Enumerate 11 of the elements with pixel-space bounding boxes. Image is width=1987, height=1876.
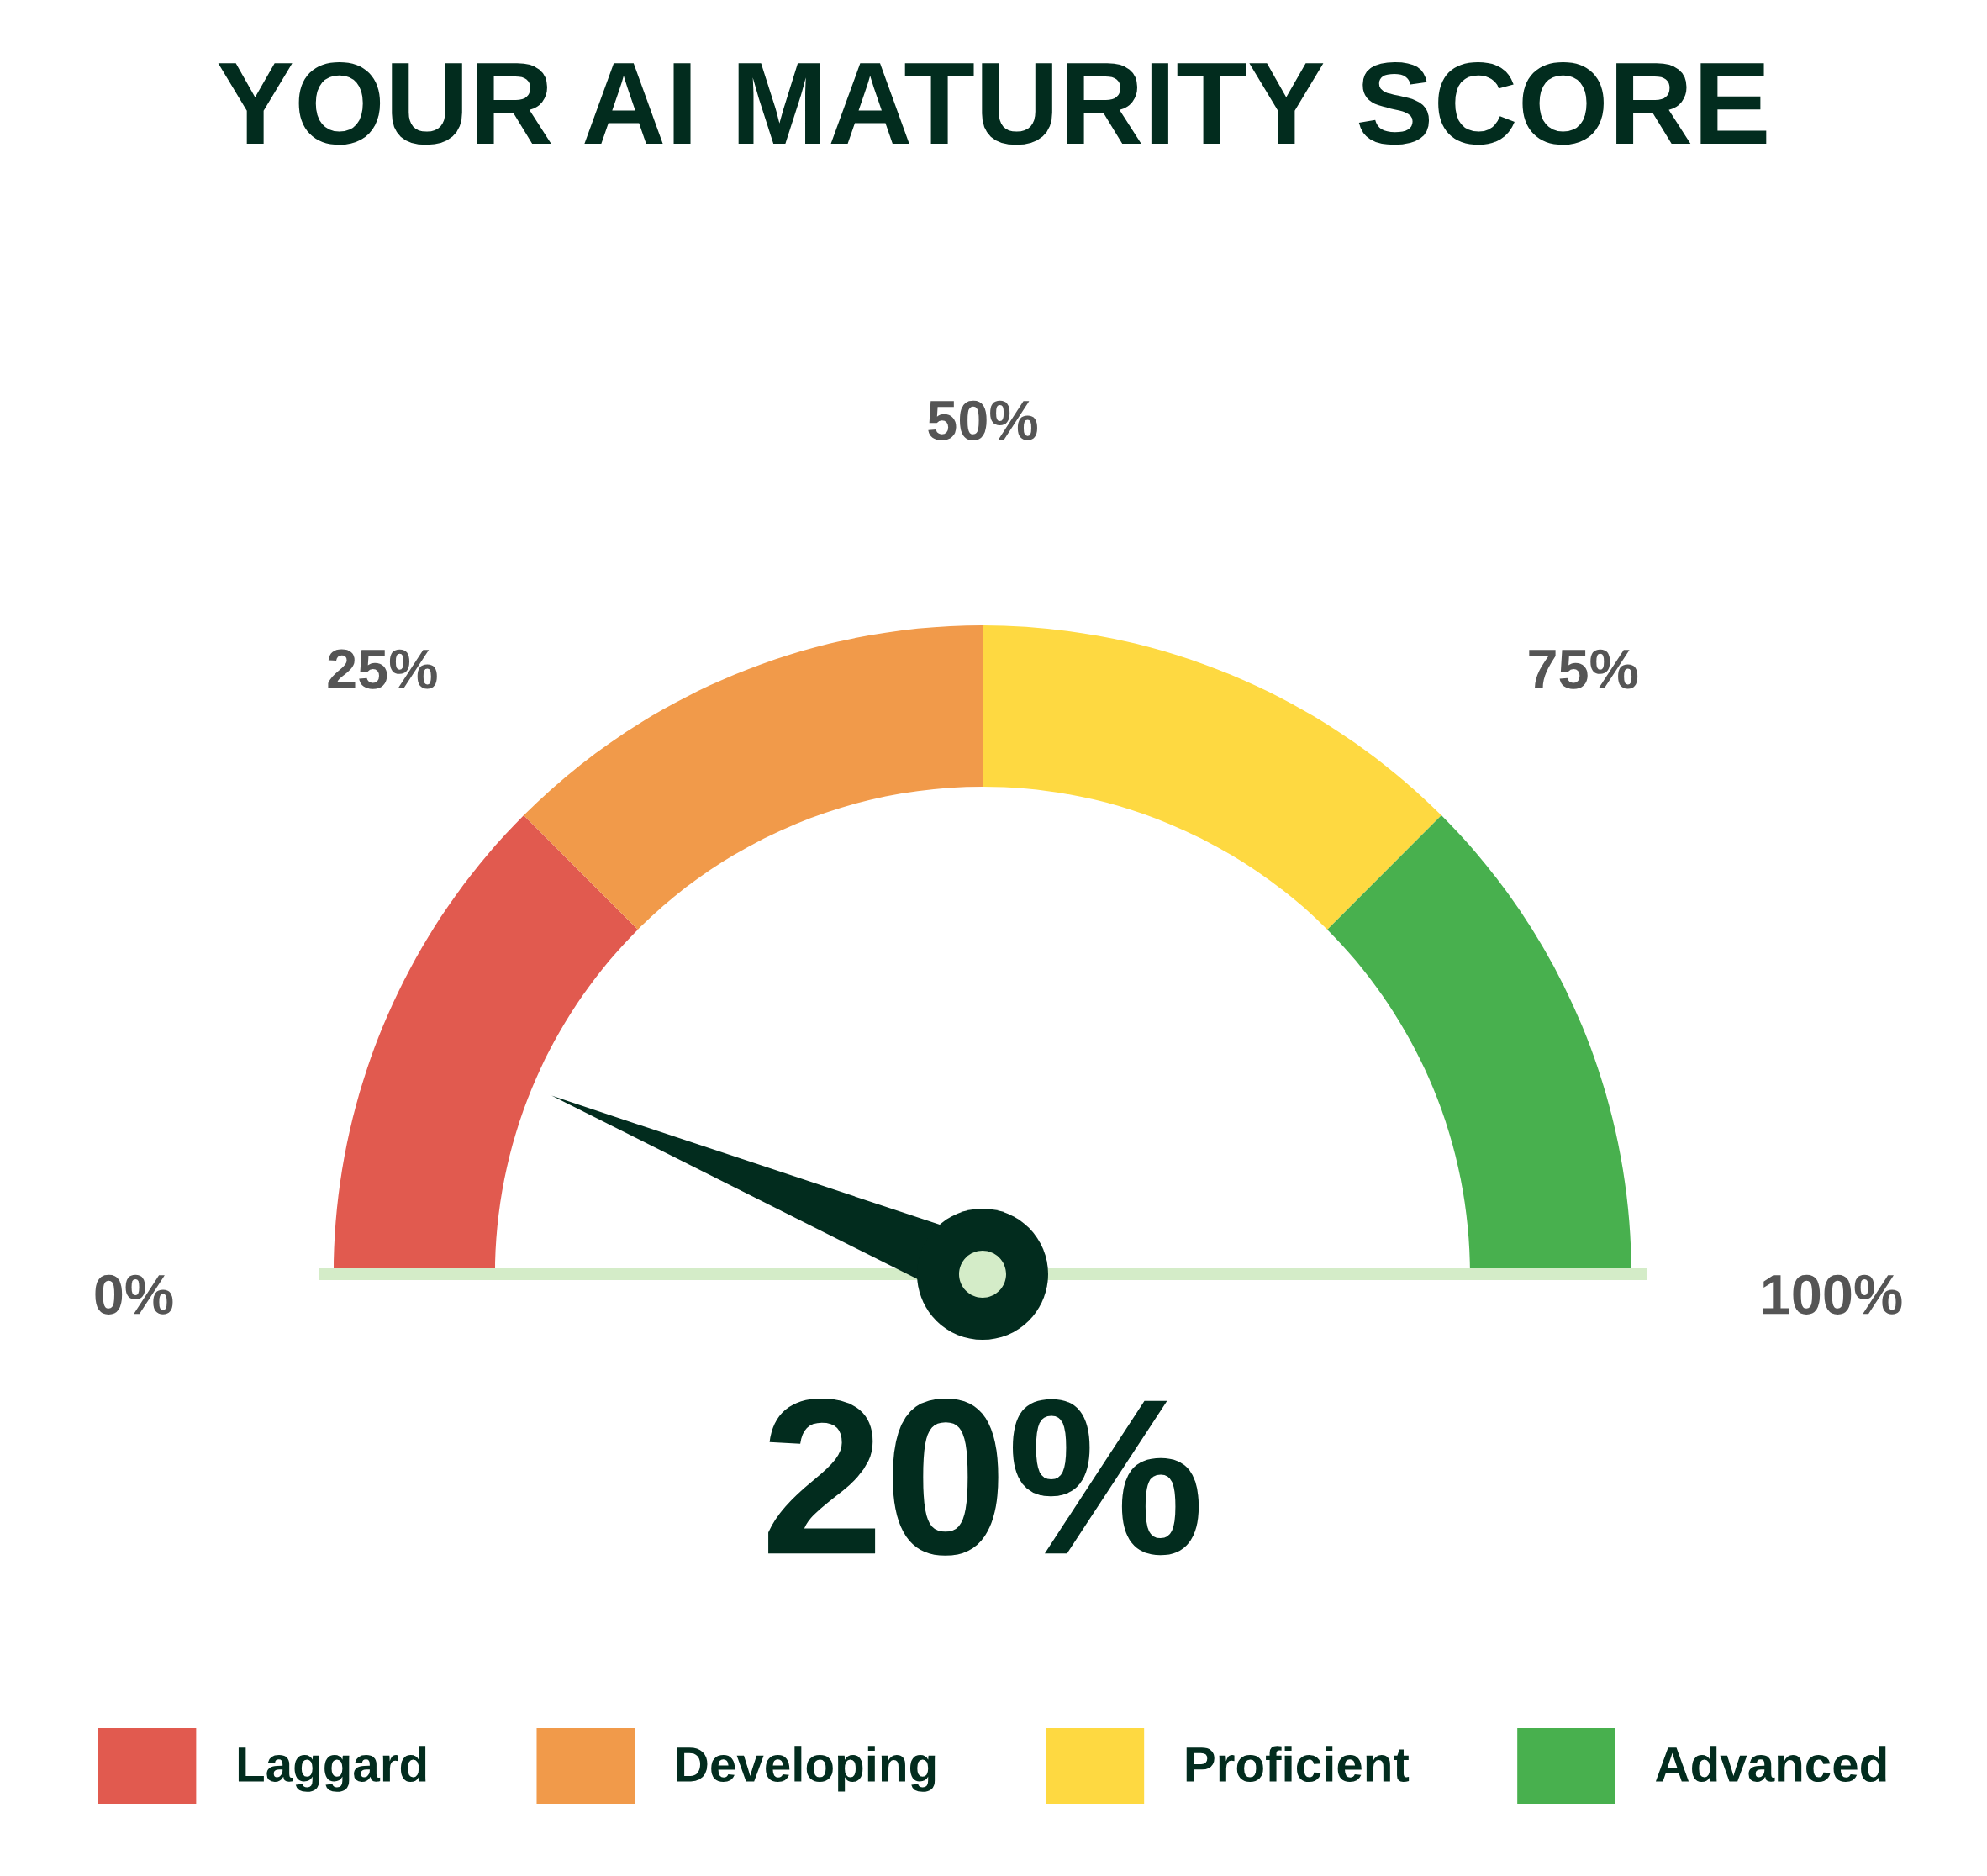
legend-label: Advanced xyxy=(1655,1746,1886,1783)
text: 100% xyxy=(1763,1274,1902,1315)
text: 50% xyxy=(928,400,1037,440)
legend-label: Laggard xyxy=(238,1746,426,1792)
text: 25% xyxy=(328,649,437,689)
chart-title: YOUR AI MATURITY SCORE xyxy=(218,61,1767,145)
legend-label: Proficient xyxy=(1186,1746,1410,1783)
text: 75% xyxy=(1529,649,1638,689)
text: 0% xyxy=(95,1274,173,1315)
legend-label: Developing xyxy=(677,1746,936,1792)
text: 20% xyxy=(768,1398,1199,1556)
